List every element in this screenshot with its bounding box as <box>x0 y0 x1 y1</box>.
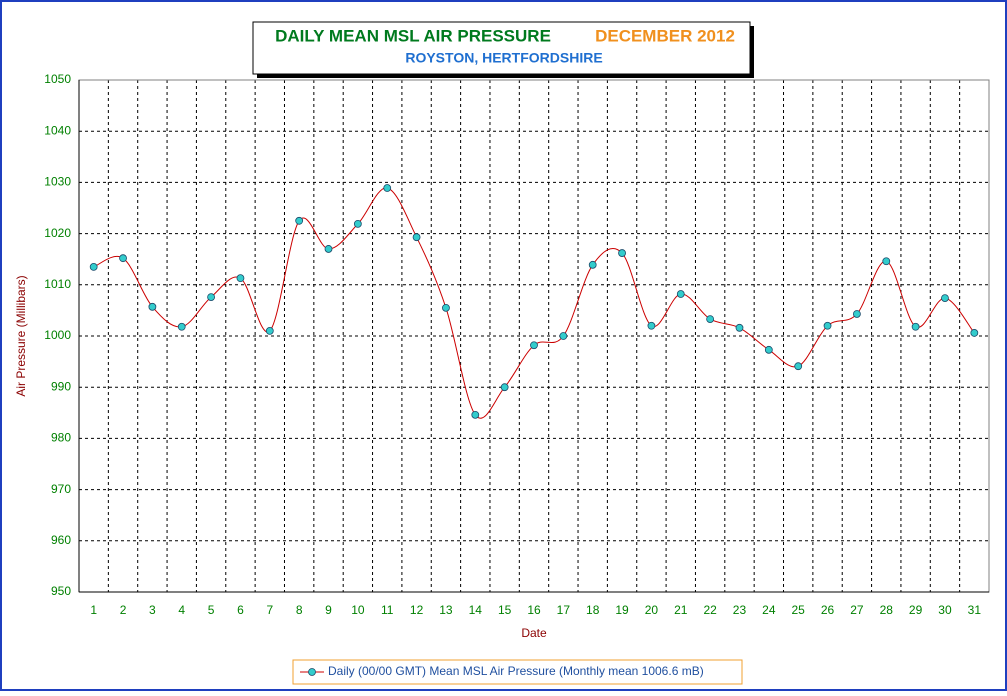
legend-box <box>292 659 743 685</box>
x-tick-label: 20 <box>645 603 659 617</box>
data-point <box>353 219 362 228</box>
data-point <box>324 245 333 253</box>
title-box <box>252 21 751 75</box>
data-point <box>207 293 215 301</box>
x-tick-label: 11 <box>381 603 394 617</box>
data-point <box>794 362 803 371</box>
x-tick-label: 17 <box>557 603 571 617</box>
y-tick-label: 1010 <box>44 277 71 291</box>
x-tick-label: 1 <box>90 603 97 617</box>
data-point <box>618 249 626 257</box>
x-axis-label: Date <box>521 626 547 640</box>
x-tick-label: 30 <box>938 603 952 617</box>
x-tick-label: 2 <box>120 603 127 617</box>
y-tick-label: 970 <box>51 482 71 496</box>
x-tick-label: 29 <box>909 603 923 617</box>
x-tick-label: 21 <box>674 603 688 617</box>
x-tick-label: 4 <box>178 603 185 617</box>
x-tick-label: 12 <box>410 603 424 617</box>
y-tick-label: 1030 <box>44 175 71 189</box>
data-point <box>530 341 538 350</box>
data-point <box>442 303 450 312</box>
data-point <box>853 310 861 318</box>
data-point <box>706 315 715 324</box>
data-point <box>471 410 480 419</box>
data-point <box>735 323 744 332</box>
chart-title: DAILY MEAN MSL AIR PRESSURE <box>275 26 551 45</box>
y-tick-label: 950 <box>51 584 71 598</box>
data-point <box>412 233 421 242</box>
x-tick-label: 27 <box>850 603 864 617</box>
x-tick-label: 22 <box>703 603 717 617</box>
x-tick-label: 9 <box>325 603 332 617</box>
data-point <box>265 326 274 335</box>
x-tick-label: 19 <box>615 603 629 617</box>
x-tick-label: 28 <box>880 603 894 617</box>
data-point <box>119 254 127 263</box>
data-point <box>588 260 597 269</box>
x-tick-label: 16 <box>527 603 541 617</box>
data-point <box>559 332 568 340</box>
y-tick-label: 1050 <box>44 72 71 86</box>
x-tick-label: 18 <box>586 603 600 617</box>
data-point <box>236 274 245 283</box>
legend-marker <box>308 668 316 676</box>
y-tick-label: 1040 <box>44 123 71 137</box>
x-tick-label: 15 <box>498 603 512 617</box>
y-tick-label: 990 <box>51 379 71 393</box>
y-tick-label: 980 <box>51 431 71 445</box>
data-point <box>647 321 656 330</box>
x-tick-label: 5 <box>208 603 215 617</box>
data-point <box>383 184 392 192</box>
x-tick-label: 26 <box>821 603 835 617</box>
data-point <box>882 257 891 266</box>
data-point <box>764 345 773 354</box>
data-point <box>89 262 98 271</box>
data-point <box>500 383 509 392</box>
legend-label: Daily (00/00 GMT) Mean MSL Air Pressure … <box>328 664 704 678</box>
x-tick-label: 7 <box>266 603 273 617</box>
data-point <box>295 216 304 225</box>
data-point <box>676 290 685 298</box>
x-tick-label: 25 <box>792 603 806 617</box>
x-tick-label: 14 <box>469 603 483 617</box>
data-point <box>823 321 832 330</box>
data-point <box>911 322 920 331</box>
data-point <box>148 302 157 311</box>
x-tick-label: 24 <box>762 603 776 617</box>
data-point <box>177 322 186 331</box>
data-point <box>970 329 979 337</box>
y-tick-label: 960 <box>51 533 71 547</box>
chart-subtitle: ROYSTON, HERTFORDSHIRE <box>405 50 602 66</box>
y-tick-label: 1020 <box>44 226 71 240</box>
x-tick-label: 10 <box>351 603 365 617</box>
y-tick-label: 1000 <box>44 328 71 342</box>
x-tick-label: 6 <box>237 603 244 617</box>
x-tick-label: 3 <box>149 603 156 617</box>
x-tick-label: 31 <box>968 603 982 617</box>
y-axis-label: Air Pressure (Millibars) <box>14 275 28 396</box>
data-point <box>941 294 949 303</box>
chart-title-period: DECEMBER 2012 <box>595 26 735 45</box>
x-tick-label: 13 <box>439 603 453 617</box>
x-tick-label: 23 <box>733 603 747 617</box>
x-tick-label: 8 <box>296 603 303 617</box>
